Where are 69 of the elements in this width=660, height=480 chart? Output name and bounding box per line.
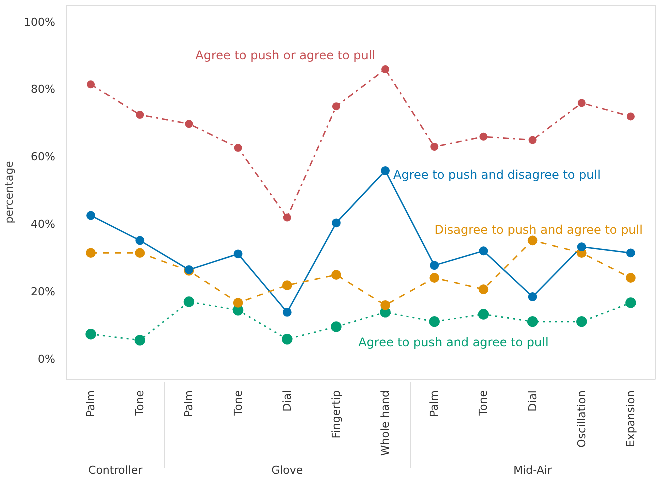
point (578, 99, 586, 108)
point (430, 261, 440, 270)
x-tick-label: Tone (232, 390, 245, 417)
point (282, 280, 292, 290)
point (86, 211, 96, 220)
point (282, 308, 292, 317)
point (577, 242, 586, 252)
point (626, 273, 636, 283)
x-tick-label: Expansion (624, 390, 638, 448)
y-axis-title: percentage (3, 160, 16, 224)
x-tick-label: Fingertip (330, 390, 343, 439)
series-label: Agree to push and agree to pull (358, 335, 549, 350)
x-tick-label: Palm (182, 390, 196, 418)
point (626, 248, 636, 258)
x-tick-label: Tone (477, 390, 490, 417)
point (528, 236, 538, 246)
point (479, 246, 488, 256)
x-tick-label: Dial (280, 390, 294, 412)
x-tick-label: Palm (84, 390, 98, 418)
point (87, 80, 96, 89)
y-tick-label: 0% (38, 352, 56, 366)
point (478, 309, 490, 320)
point (528, 136, 537, 144)
series-label: Disagree to push and agree to pull (434, 223, 643, 238)
y-tick-label: 20% (31, 285, 56, 298)
point (478, 284, 489, 294)
point (429, 316, 440, 328)
text: Controller (88, 464, 144, 478)
point (233, 298, 244, 308)
text: Mid-Air (514, 464, 552, 478)
text: Glove (272, 464, 304, 478)
point (184, 296, 195, 308)
point (234, 250, 243, 259)
y-tick-label: 40% (31, 218, 56, 232)
point (480, 132, 488, 141)
series-label: Agree to push or agree to pull (196, 48, 376, 63)
point (380, 300, 390, 310)
point (626, 112, 635, 121)
y-tick-label: 100% (24, 16, 56, 29)
point (430, 143, 439, 152)
x-tick-label: Oscillation (575, 390, 588, 448)
point (185, 120, 194, 128)
point (528, 292, 538, 302)
y-tick-label: 60% (31, 150, 56, 164)
x-tick-label: Dial (526, 390, 540, 412)
y-tick-label: 80% (31, 83, 56, 96)
x-tick-label: Whole hand (379, 390, 392, 456)
point (576, 316, 588, 328)
point (135, 248, 146, 258)
point (134, 335, 146, 346)
point (86, 248, 96, 258)
point (136, 236, 145, 246)
series-label: Agree to push and disagree to pull (394, 168, 601, 182)
point (332, 270, 342, 280)
point (527, 316, 538, 328)
point (331, 322, 342, 332)
point (430, 273, 440, 283)
x-tick-label: Palm (428, 390, 442, 418)
point (332, 102, 340, 111)
point (332, 218, 341, 228)
point (234, 144, 242, 152)
x-tick-label: Tone (134, 390, 147, 417)
point (626, 298, 636, 308)
point (381, 166, 390, 176)
point (382, 66, 390, 74)
point (86, 329, 96, 340)
point (282, 334, 293, 345)
point (136, 111, 144, 119)
point (283, 214, 292, 222)
